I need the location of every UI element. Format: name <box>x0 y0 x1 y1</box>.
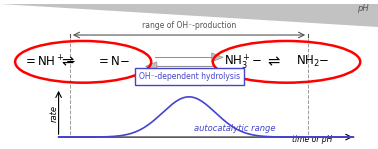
Text: autocatalytic range: autocatalytic range <box>194 124 275 133</box>
FancyArrow shape <box>155 53 223 62</box>
Polygon shape <box>0 4 378 27</box>
Text: range of OH⁻-production: range of OH⁻-production <box>142 21 236 30</box>
Text: $\mathrm{NH}_2$$-$: $\mathrm{NH}_2$$-$ <box>296 54 329 69</box>
Text: $\mathrm{NH}_3^+$$-$: $\mathrm{NH}_3^+$$-$ <box>224 52 263 71</box>
Text: $\rightleftharpoons$: $\rightleftharpoons$ <box>265 54 281 69</box>
Text: time or pH: time or pH <box>292 135 333 144</box>
Text: rate: rate <box>50 105 59 122</box>
FancyArrow shape <box>146 62 214 71</box>
Text: $=\mathrm{NH}^+$$-$: $=\mathrm{NH}^+$$-$ <box>23 54 76 69</box>
Text: $=\mathrm{N}$$-$: $=\mathrm{N}$$-$ <box>96 55 130 68</box>
Text: OH⁻-dependent hydrolysis: OH⁻-dependent hydrolysis <box>139 72 240 81</box>
Text: $\rightleftharpoons$: $\rightleftharpoons$ <box>59 54 76 69</box>
Text: pH: pH <box>357 4 369 13</box>
FancyBboxPatch shape <box>135 68 244 85</box>
